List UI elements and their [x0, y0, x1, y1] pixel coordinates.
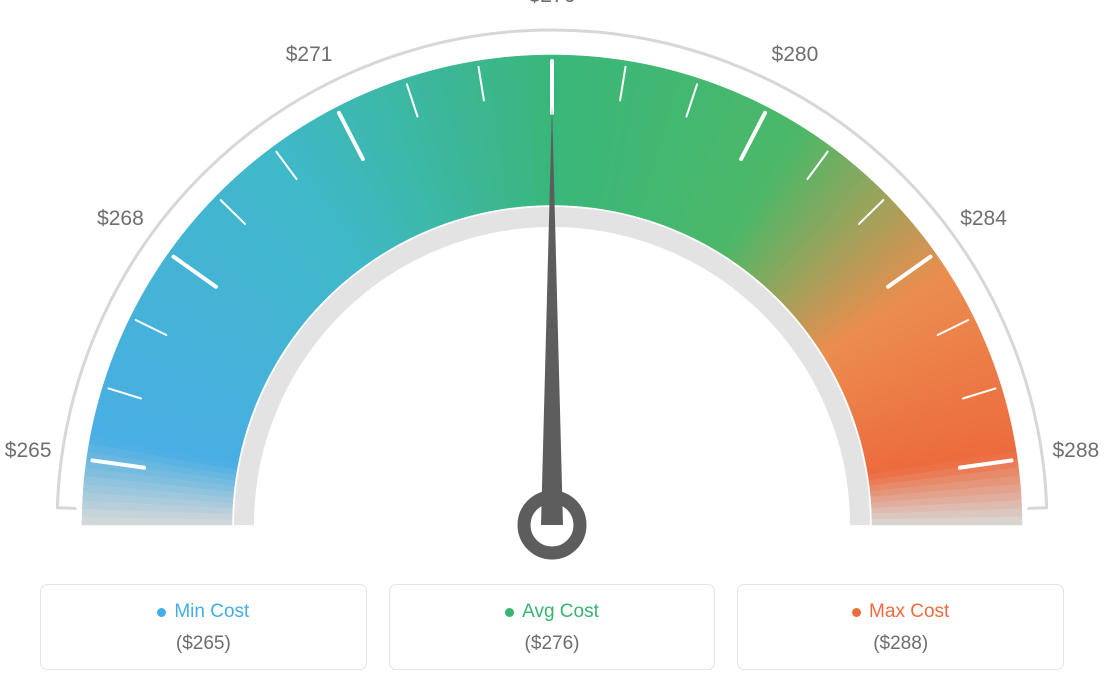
- legend-label: Min Cost: [174, 601, 249, 623]
- dot-icon: [852, 608, 861, 617]
- gauge-tick-label: $268: [97, 207, 144, 231]
- legend-title-avg: Avg Cost: [505, 601, 599, 623]
- gauge-tick-label: $276: [529, 0, 576, 8]
- gauge-tick-label: $288: [1052, 439, 1099, 463]
- dot-icon: [157, 608, 166, 617]
- gauge-tick-label: $284: [960, 207, 1007, 231]
- legend-value: ($288): [748, 633, 1053, 655]
- dot-icon: [505, 608, 514, 617]
- legend-title-min: Min Cost: [157, 601, 249, 623]
- gauge-tick-label: $271: [286, 43, 333, 67]
- legend-label: Max Cost: [869, 601, 949, 623]
- legend-card-max: Max Cost ($288): [737, 584, 1064, 670]
- cost-gauge: $265 $268 $271 $276 $280 $284 $288: [0, 0, 1104, 560]
- legend-card-avg: Avg Cost ($276): [389, 584, 716, 670]
- legend-value: ($265): [51, 633, 356, 655]
- gauge-svg: [0, 0, 1104, 560]
- legend-value: ($276): [400, 633, 705, 655]
- legend-label: Avg Cost: [522, 601, 599, 623]
- legend-title-max: Max Cost: [852, 601, 949, 623]
- gauge-tick-label: $265: [5, 439, 52, 463]
- legend-card-min: Min Cost ($265): [40, 584, 367, 670]
- gauge-tick-label: $280: [772, 43, 819, 67]
- legend-row: Min Cost ($265) Avg Cost ($276) Max Cost…: [40, 584, 1064, 670]
